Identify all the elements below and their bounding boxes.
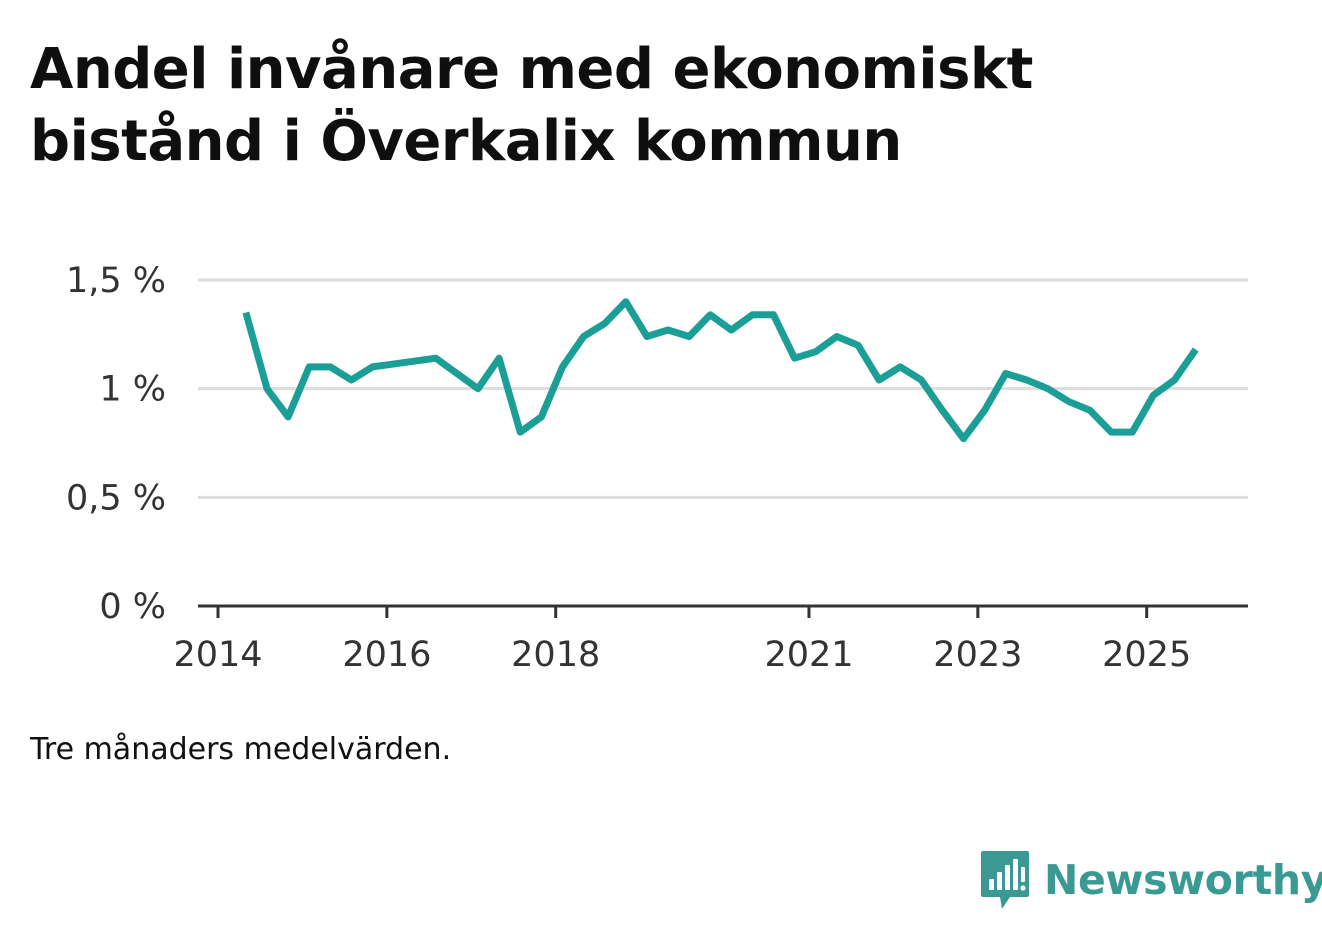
line-chart: 0 % 0,5 % 1 % 1,5 % 2014 2016 2018 2021 2023 202… xyxy=(66,261,1248,675)
newsworthy-bar-chart-icon xyxy=(981,851,1029,909)
y-tick-label: 0,5 % xyxy=(66,478,166,518)
brand[interactable]: Newsworthy xyxy=(980,848,1322,912)
y-axis-ticks: 0 % 0,5 % 1 % 1,5 % xyxy=(66,261,166,627)
y-tick-label: 0 % xyxy=(99,587,166,627)
x-axis-ticks: 2014 2016 2018 2021 2023 2025 xyxy=(173,635,1191,675)
x-tick-label: 2025 xyxy=(1102,635,1191,675)
x-tick-label: 2014 xyxy=(173,635,262,675)
x-tick-label: 2021 xyxy=(764,635,853,675)
series xyxy=(242,298,1199,443)
chart-title: Andel invånare med ekonomiskt bistånd i … xyxy=(30,37,1033,174)
y-tick-label: 1 % xyxy=(99,370,166,410)
x-axis xyxy=(198,604,1248,618)
brand-name: Newsworthy xyxy=(1044,856,1322,904)
x-tick-label: 2023 xyxy=(933,635,1022,675)
series-line xyxy=(242,298,1199,443)
y-tick-label: 1,5 % xyxy=(66,261,166,301)
x-tick-label: 2018 xyxy=(511,635,600,675)
footnote: Tre månaders medelvärden. xyxy=(30,732,452,767)
gridlines xyxy=(198,278,1248,499)
x-tick-label: 2016 xyxy=(342,635,431,675)
